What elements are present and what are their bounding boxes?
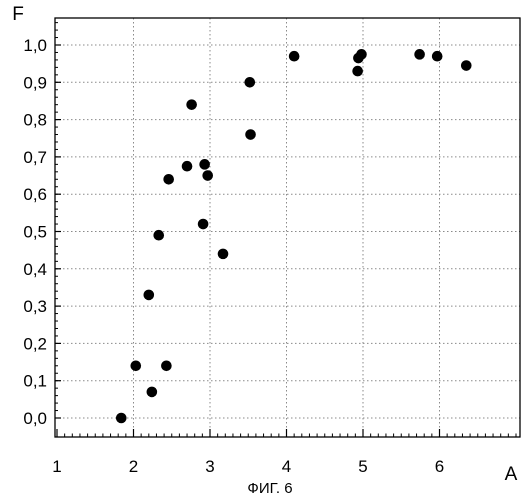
y-tick-label: 0,4 (23, 260, 47, 279)
data-point (144, 290, 155, 301)
data-point (116, 413, 127, 424)
data-point (245, 129, 256, 140)
y-tick-label: 0,9 (23, 73, 47, 92)
y-tick-label: 0,7 (23, 148, 47, 167)
x-tick-label: 2 (129, 457, 138, 476)
tick-labels: 0,0 0,1 0,2 0,3 0,4 0,5 0,6 0,7 0,8 0,9 1,0 1 2 3 4 5 6 (23, 36, 444, 476)
x-tick-label: 3 (205, 457, 214, 476)
plot-frame (55, 18, 520, 437)
data-point (130, 360, 141, 371)
minor-ticks (55, 23, 516, 437)
x-tick-label: 4 (282, 457, 291, 476)
x-tick-label: 5 (358, 457, 367, 476)
data-point (198, 219, 209, 230)
data-point (432, 51, 443, 62)
figure-caption: ФИГ. 6 (247, 480, 292, 497)
y-tick-label: 0,5 (23, 223, 47, 242)
data-point (352, 66, 363, 77)
data-point (356, 49, 367, 60)
y-axis-title: F (12, 4, 24, 25)
x-axis-title: A (505, 464, 518, 485)
y-tick-label: 0,6 (23, 185, 47, 204)
data-point (153, 230, 164, 241)
grid-lines (55, 18, 520, 437)
x-tick-label: 6 (435, 457, 444, 476)
data-point (218, 249, 229, 260)
data-point (289, 51, 300, 62)
data-point (199, 159, 210, 170)
data-points (116, 49, 472, 423)
data-point (244, 77, 255, 88)
y-tick-label: 1,0 (23, 36, 47, 55)
data-point (202, 170, 213, 181)
data-point (461, 60, 472, 71)
data-point (163, 174, 174, 185)
y-tick-label: 0,2 (23, 334, 47, 353)
data-point (186, 99, 197, 110)
y-tick-label: 0,3 (23, 297, 47, 316)
data-point (182, 161, 193, 172)
data-point (161, 360, 172, 371)
y-tick-label: 0,0 (23, 409, 47, 428)
data-point (147, 387, 158, 398)
x-tick-label: 1 (52, 457, 61, 476)
data-point (414, 49, 425, 60)
y-tick-label: 0,1 (23, 372, 47, 391)
y-tick-label: 0,8 (23, 111, 47, 130)
